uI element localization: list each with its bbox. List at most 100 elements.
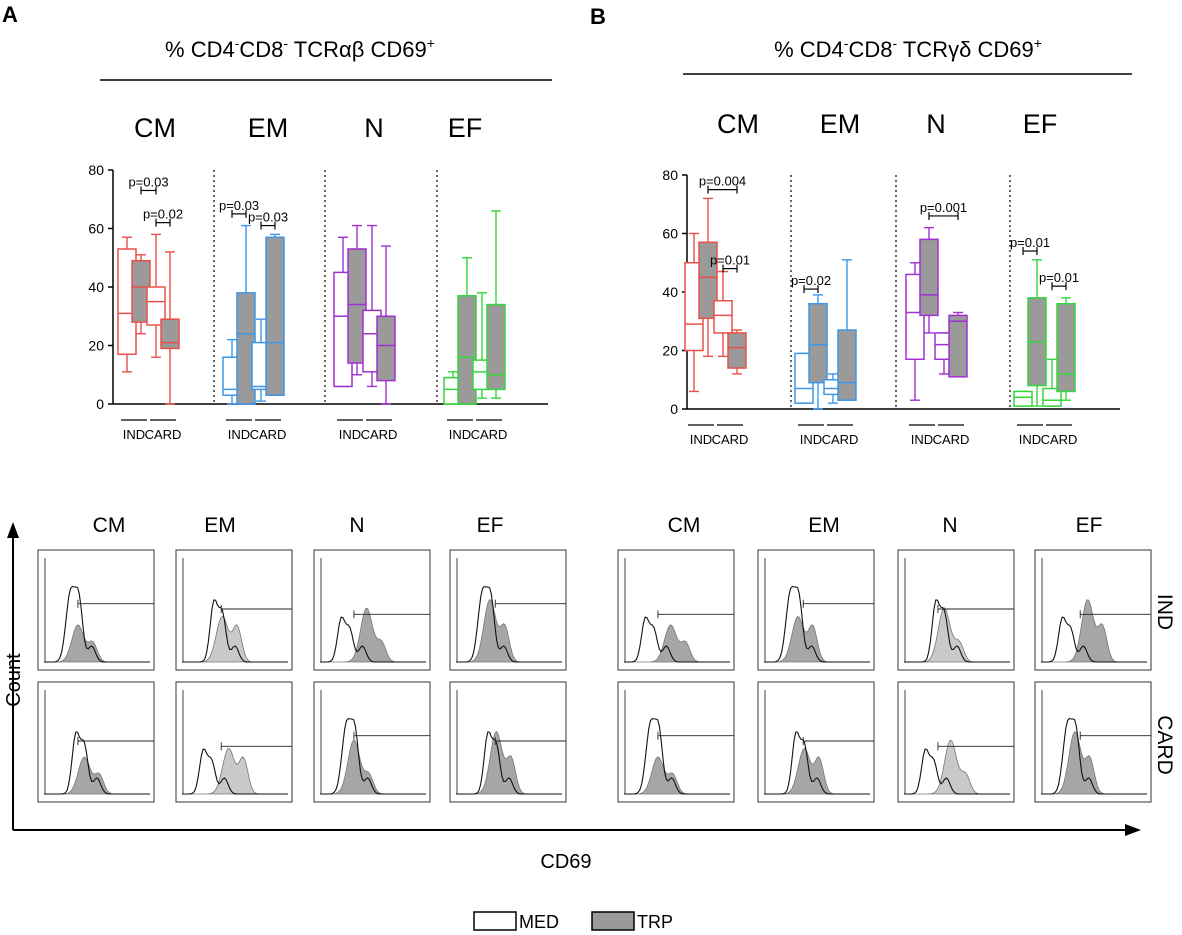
subgroup-label-card: CARD [471, 427, 508, 442]
group-label-em: EM [820, 109, 861, 139]
histogram-column-label-cm: CM [93, 514, 126, 537]
histogram-med-outline [1041, 717, 1147, 795]
histogram-med-outline [320, 616, 426, 663]
histogram-med-outline [624, 717, 730, 795]
chart-title: % CD4-CD8- TCRαβ CD69+ [165, 35, 435, 62]
y-tick-label: 0 [96, 396, 104, 412]
y-tick-label: 0 [670, 401, 678, 417]
chart-title: % CD4-CD8- TCRγδ CD69+ [774, 35, 1042, 62]
pvalue-label: p=0.001 [920, 200, 967, 215]
pvalue-label: p=0.03 [219, 198, 259, 213]
group-label-em: EM [248, 113, 289, 143]
histogram-column-label-em: EM [808, 514, 840, 537]
histogram-cell [313, 549, 431, 671]
title-superscript: + [1034, 35, 1042, 51]
title-part: TCRγδ CD69 [897, 37, 1034, 62]
title-part: CD8 [848, 37, 892, 62]
y-tick-label: 80 [662, 167, 678, 183]
box-plot-b: % CD4-CD8- TCRγδ CD69+CM EM N EF020406080IN… [662, 35, 1132, 447]
pvalue-label: p=0.01 [710, 253, 750, 268]
histogram-row-label-card: CARD [1153, 715, 1176, 775]
y-tick-label: 20 [88, 338, 104, 354]
subgroup-label-ind: IND [1019, 432, 1041, 447]
box-trp [347, 248, 367, 364]
legend-med-swatch [473, 911, 517, 931]
subgroup-label-ind: IND [800, 432, 822, 447]
histogram-med-outline [764, 731, 870, 795]
box-med [146, 286, 166, 326]
pvalue-label: p=0.01 [1039, 270, 1079, 285]
pvalue-label: p=0.01 [1010, 235, 1050, 250]
subgroup-label-card: CARD [145, 427, 182, 442]
y-tick-label: 60 [88, 221, 104, 237]
pvalue-label: p=0.03 [248, 210, 288, 225]
box-trp [948, 314, 968, 378]
group-label-ef: EF [1023, 109, 1058, 139]
count-axis-label: Count [3, 653, 25, 707]
title-part: % CD4 [774, 37, 844, 62]
histogram-cell [617, 681, 735, 803]
group-label-ef: EF [448, 113, 483, 143]
histogram-med-outline [456, 585, 562, 663]
histogram-med-outline [182, 599, 288, 663]
histogram-med-outline [320, 717, 426, 795]
title-part: TCRαβ CD69 [288, 37, 427, 62]
histogram-med-outline [904, 748, 1010, 795]
title-superscript: - [283, 35, 288, 51]
pvalue-label: p=0.004 [699, 174, 746, 189]
title-superscript: - [892, 35, 897, 51]
box-trp [808, 302, 828, 384]
subgroup-label-card: CARD [361, 427, 398, 442]
subgroup-label-card: CARD [712, 432, 749, 447]
title-superscript: + [427, 35, 435, 51]
box-plot-a: % CD4-CD8- TCRαβ CD69+CM EM N EF020406080IN… [88, 35, 552, 442]
y-tick-label: 40 [662, 284, 678, 300]
y-tick-label: 40 [88, 279, 104, 295]
histogram-cell [1034, 549, 1152, 671]
cd69-axis-label: CD69 [540, 851, 591, 873]
histogram-med-outline [44, 731, 150, 795]
histogram-med-outline [182, 748, 288, 795]
legend-trp-label: TRP [637, 912, 673, 932]
title-part: % CD4 [165, 37, 235, 62]
pvalue-label: p=0.02 [791, 273, 831, 288]
histogram-med-outline [456, 731, 562, 795]
histogram-column-label-cm: CM [668, 514, 701, 537]
histogram-med-outline [904, 599, 1010, 663]
histogram-med-outline [44, 585, 150, 663]
pvalue-label: p=0.02 [143, 207, 183, 222]
box-trp [486, 303, 506, 391]
histogram-cell [449, 549, 567, 671]
box-trp [727, 332, 747, 369]
histogram-cell [175, 681, 293, 803]
subgroup-label-card: CARD [250, 427, 287, 442]
histogram-column-label-n: N [349, 514, 364, 537]
title-superscript: - [844, 35, 849, 51]
legend-med-label: MED [519, 912, 559, 932]
box-trp [376, 315, 396, 382]
box-trp [837, 329, 857, 401]
subgroup-label-card: CARD [933, 432, 970, 447]
histogram-column-label-ef: EF [1076, 514, 1103, 537]
histogram-cell [449, 681, 567, 803]
y-tick-label: 80 [88, 162, 104, 178]
histogram-cell [757, 681, 875, 803]
subgroup-label-ind: IND [449, 427, 471, 442]
pvalue-label: p=0.03 [128, 174, 168, 189]
count-axis-arrowhead [7, 522, 19, 538]
subgroup-label-card: CARD [822, 432, 859, 447]
box-trp [160, 318, 180, 350]
y-tick-label: 60 [662, 226, 678, 242]
group-label-cm: CM [134, 113, 176, 143]
histogram-cell [37, 681, 155, 803]
subgroup-label-ind: IND [228, 427, 250, 442]
histogram-cell [897, 549, 1015, 671]
subgroup-label-ind: IND [339, 427, 361, 442]
histogram-grid: CM EM N EF CM EM N EF IND CARD [37, 514, 1176, 803]
histogram-med-outline [624, 616, 730, 663]
y-tick-label: 20 [662, 343, 678, 359]
box-trp [265, 236, 285, 396]
box-trp [919, 238, 939, 317]
histogram-row-label-ind: IND [1153, 594, 1176, 630]
